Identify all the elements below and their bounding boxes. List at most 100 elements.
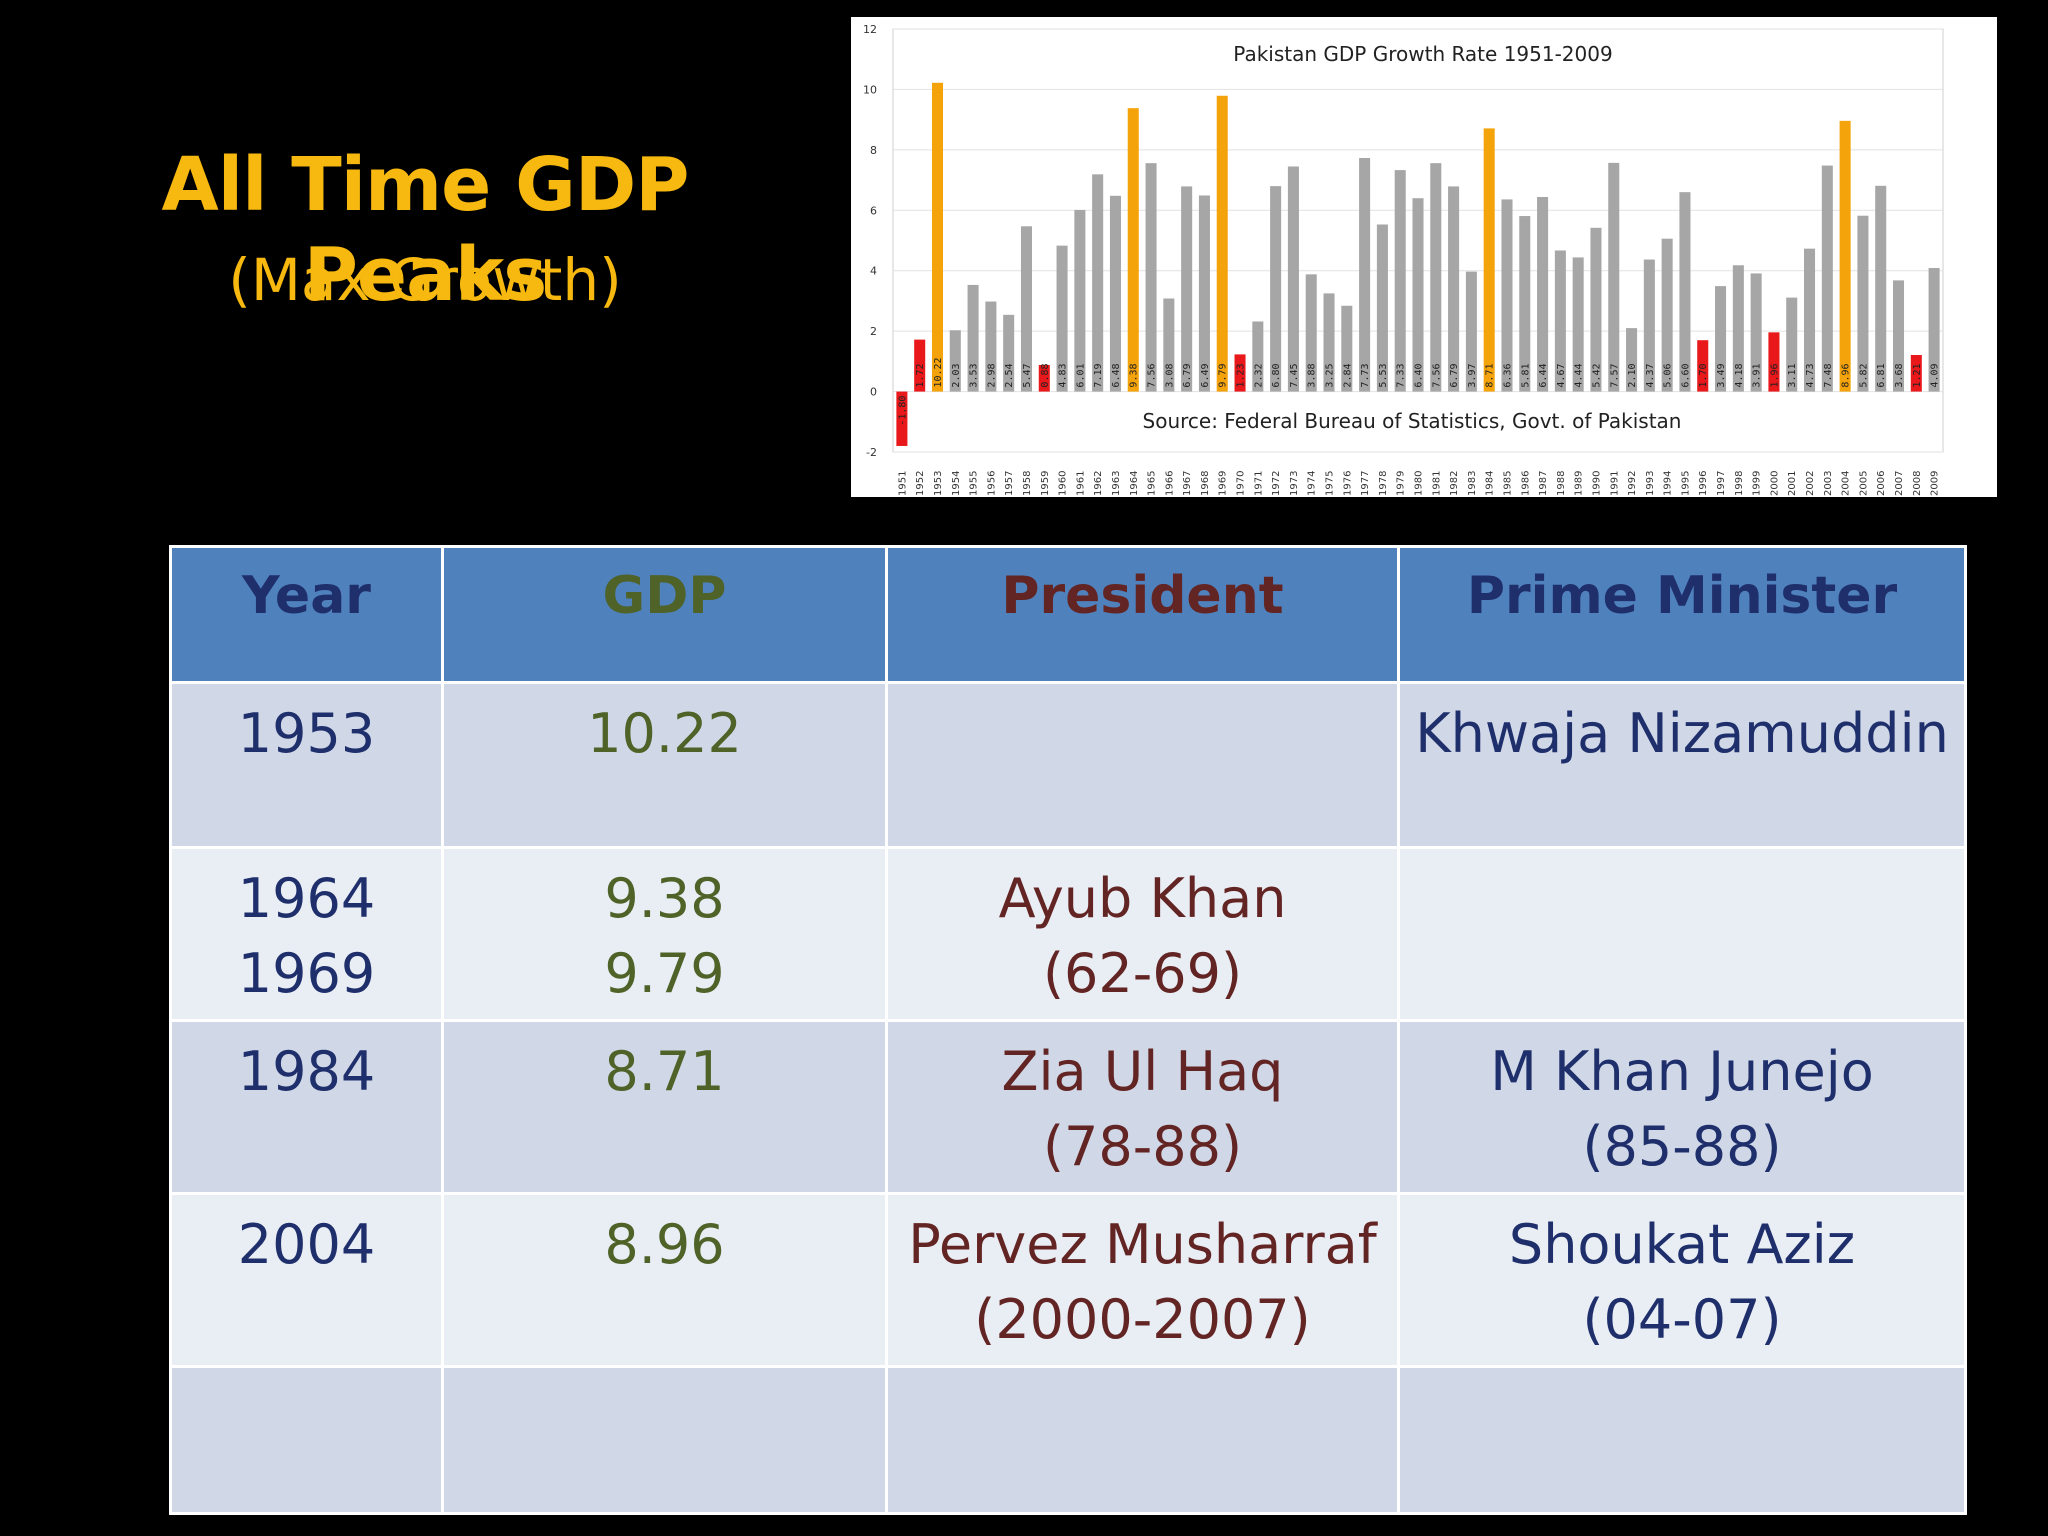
x-tick-label: 1976 (1342, 471, 1353, 496)
data-label: 3.68 (1894, 363, 1905, 387)
table-row: 2004 8.96 Pervez Musharraf (2000-2007) Shouk… (169, 1192, 1967, 1369)
y-tick-label: 12 (863, 23, 877, 36)
cell-prime-minister (1397, 845, 1967, 1023)
cell-gdp-line: 8.71 (604, 1040, 725, 1104)
bar-2002 (1804, 248, 1816, 392)
data-label: 4.09 (1930, 363, 1941, 387)
x-tick-label: 1987 (1538, 471, 1549, 496)
x-tick-label: 1970 (1236, 471, 1247, 496)
data-label: 7.45 (1289, 363, 1300, 387)
bar-1997 (1715, 286, 1727, 392)
x-tick-label: 1975 (1325, 471, 1336, 496)
data-label: 1.21 (1912, 363, 1923, 387)
cell-president-line: (78-88) (1042, 1115, 1243, 1179)
bar-1994 (1661, 238, 1673, 392)
x-tick-label: 1974 (1307, 471, 1318, 496)
cell-gdp-line: 9.79 (604, 941, 725, 1005)
bar-1991 (1608, 162, 1620, 392)
x-tick-label: 1985 (1502, 471, 1513, 496)
bar-1962 (1092, 174, 1104, 392)
data-label: 7.56 (1431, 363, 1442, 387)
bar-1986 (1519, 216, 1531, 392)
data-label: 6.36 (1502, 363, 1513, 387)
x-tick-label: 1959 (1040, 471, 1051, 496)
x-tick-label: 1997 (1716, 471, 1727, 496)
x-tick-label: 1961 (1075, 471, 1086, 496)
data-label: 4.73 (1805, 363, 1816, 387)
cell-president-line: (2000-2007) (974, 1288, 1311, 1352)
bar-1981 (1430, 163, 1442, 392)
bar-1956 (985, 301, 997, 392)
data-label: 1.96 (1769, 363, 1780, 387)
gdp-peaks-table: Year GDP President Prime Minister 1953 10… (169, 545, 1967, 1515)
bar-1980 (1412, 198, 1424, 392)
x-tick-label: 1984 (1485, 471, 1496, 496)
cell-gdp-line: 10.22 (587, 702, 742, 765)
x-tick-label: 1979 (1396, 471, 1407, 496)
x-tick-label: 1999 (1752, 471, 1763, 496)
cell-year: 2004 (169, 1192, 444, 1369)
data-label: 3.25 (1325, 363, 1336, 387)
bar-1977 (1359, 158, 1371, 392)
data-label: 6.81 (1876, 363, 1887, 387)
bar-1992 (1626, 328, 1638, 392)
x-tick-label: 1964 (1129, 471, 1140, 496)
bar-1974 (1305, 274, 1317, 392)
data-label: 4.44 (1574, 363, 1585, 387)
x-tick-label: 1969 (1218, 471, 1229, 496)
table-row: 1964 1969 9.38 9.79 Ayub Khan (62-69) (169, 845, 1967, 1023)
cell-president: Pervez Musharraf (2000-2007) (885, 1192, 1400, 1369)
data-label: 2.10 (1627, 363, 1638, 387)
cell-president-line: Zia Ul Haq (1001, 1040, 1284, 1104)
x-tick-label: 1966 (1164, 471, 1175, 496)
bar-2008 (1910, 355, 1922, 392)
x-tick-label: 2002 (1805, 471, 1816, 496)
x-tick-label: 1991 (1609, 471, 1620, 496)
table-row: 1984 8.71 Zia Ul Haq (78-88) M Khan Junejo (8… (169, 1019, 1967, 1196)
bar-1972 (1270, 186, 1282, 392)
data-label: 9.79 (1218, 363, 1229, 387)
y-tick-label: 2 (870, 325, 877, 338)
data-label: 3.53 (969, 363, 980, 387)
bar-1964 (1127, 108, 1139, 392)
x-tick-label: 1994 (1663, 471, 1674, 496)
x-tick-label: 1955 (969, 471, 980, 496)
data-label: 8.96 (1841, 363, 1852, 387)
data-label: 5.53 (1378, 363, 1389, 387)
bar-1982 (1448, 186, 1460, 392)
x-tick-label: 2006 (1876, 471, 1887, 496)
data-label: 5.47 (1022, 363, 1033, 387)
data-label: 4.37 (1645, 363, 1656, 387)
x-tick-label: 1953 (933, 471, 944, 496)
data-label: 3.11 (1787, 363, 1798, 387)
bar-1951 (896, 391, 908, 446)
data-label: 6.60 (1680, 363, 1691, 387)
x-tick-label: 1988 (1556, 471, 1567, 496)
bar-1960 (1056, 245, 1068, 392)
bar-1955 (967, 284, 979, 392)
x-tick-label: 1963 (1111, 471, 1122, 496)
bar-1993 (1643, 259, 1655, 392)
x-tick-label: 1957 (1004, 471, 1015, 496)
cell-gdp: 8.96 (441, 1192, 888, 1369)
cell-prime-minister: Shoukat Aziz (04-07) (1397, 1192, 1967, 1369)
y-tick-label: -2 (866, 446, 877, 459)
y-tick-label: 10 (863, 83, 877, 96)
data-label: 7.48 (1823, 363, 1834, 387)
bar-1958 (1020, 226, 1032, 392)
bar-1988 (1554, 250, 1566, 392)
data-label: 2.54 (1004, 363, 1015, 387)
data-label: 0.88 (1040, 363, 1051, 387)
cell-year-line: 2004 (237, 1213, 376, 1277)
x-tick-label: 1968 (1200, 471, 1211, 496)
data-label: 7.19 (1093, 363, 1104, 387)
data-label: 2.32 (1253, 363, 1264, 387)
cell-president-line: Pervez Musharraf (908, 1213, 1377, 1277)
bar-1954 (949, 330, 961, 392)
bar-1983 (1465, 271, 1477, 392)
data-label: 2.84 (1342, 363, 1353, 387)
cell-prime-minister-line: (04-07) (1582, 1288, 1782, 1352)
bar-2005 (1857, 215, 1869, 392)
cell-year-line: 1984 (237, 1040, 376, 1104)
bar-1975 (1323, 293, 1335, 392)
